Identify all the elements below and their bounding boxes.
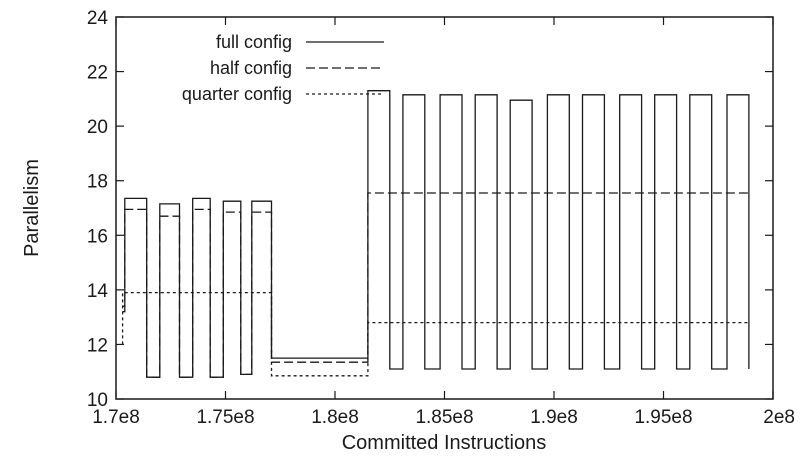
x-tick-label: 1.95e8 [634, 407, 692, 428]
x-tick-label: 1.85e8 [415, 407, 473, 428]
y-tick-label: 22 [87, 63, 108, 84]
y-tick-label: 24 [87, 8, 109, 29]
x-tick-label: 1.7e8 [92, 407, 140, 428]
legend-label-half-config: half config [210, 58, 292, 78]
x-axis-label: Committed Instructions [342, 432, 547, 454]
y-tick-label: 10 [87, 390, 108, 411]
series-quarter-config-line [121, 291, 749, 377]
axis-ticks: 10 12 14 16 18 20 22 24 1.7e8 1.75e8 1.8e8 1.85e8 1.… [87, 8, 795, 428]
y-tick-label: 12 [87, 335, 108, 356]
legend: full config half config quarter config [182, 32, 384, 104]
y-tick-label: 16 [87, 226, 108, 247]
x-tick-label: 1.75e8 [196, 407, 254, 428]
y-tick-label: 20 [87, 117, 108, 138]
x-tick-label: 2e8 [763, 407, 795, 428]
y-tick-label: 18 [87, 172, 108, 193]
series-layer [121, 90, 750, 378]
y-axis-label: Parallelism [21, 159, 43, 257]
series-full-config-line [122, 90, 750, 378]
y-tick-label: 14 [87, 281, 109, 302]
x-tick-label: 1.9e8 [530, 407, 578, 428]
legend-label-full-config: full config [216, 32, 292, 52]
series-half-config-line [122, 192, 749, 378]
legend-label-quarter-config: quarter config [182, 84, 292, 104]
x-tick-label: 1.8e8 [311, 407, 359, 428]
